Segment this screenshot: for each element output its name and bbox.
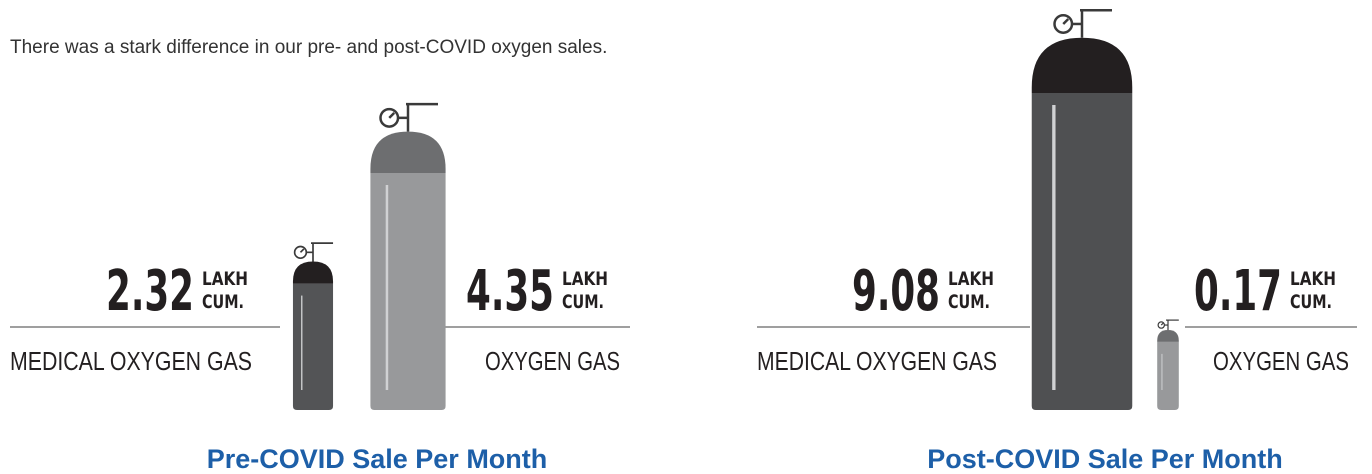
category-label: OXYGEN GAS [1213, 346, 1349, 376]
cylinder-body [293, 284, 333, 410]
category-label: MEDICAL OXYGEN GAS [10, 346, 252, 376]
intro-text: There was a stark difference in our pre-… [10, 37, 607, 58]
cylinder-body [1032, 93, 1133, 410]
cylinder-body [1157, 342, 1179, 410]
unit-label: CUM. [1290, 291, 1332, 313]
unit-label: CUM. [202, 291, 244, 313]
chart-title: Post-COVID Sale Per Month [927, 444, 1283, 474]
unit-label: LAKH [948, 268, 994, 290]
cylinder-dome [1157, 330, 1179, 342]
unit-label: LAKH [1290, 268, 1336, 290]
category-label: MEDICAL OXYGEN GAS [757, 346, 997, 376]
chart-title: Pre-COVID Sale Per Month [207, 444, 548, 474]
valve-dial [1055, 15, 1073, 33]
category-label: OXYGEN GAS [485, 346, 620, 376]
cylinder [293, 243, 333, 410]
cylinder-dome [370, 132, 445, 173]
unit-label: CUM. [562, 291, 604, 313]
cylinder [1157, 320, 1179, 410]
value-label: 0.17 [1194, 259, 1282, 324]
infographic: There was a stark difference in our pre-… [0, 0, 1372, 474]
value-label: 4.35 [466, 259, 554, 324]
unit-label: LAKH [562, 268, 608, 290]
cylinder [370, 104, 445, 410]
cylinder-dome [293, 262, 333, 284]
cylinder-body [370, 173, 445, 410]
value-label: 9.08 [852, 259, 940, 324]
cylinder-dome [1032, 38, 1133, 93]
value-label: 2.32 [106, 259, 194, 324]
unit-label: CUM. [948, 291, 990, 313]
cylinder [1032, 10, 1133, 410]
unit-label: LAKH [202, 268, 248, 290]
